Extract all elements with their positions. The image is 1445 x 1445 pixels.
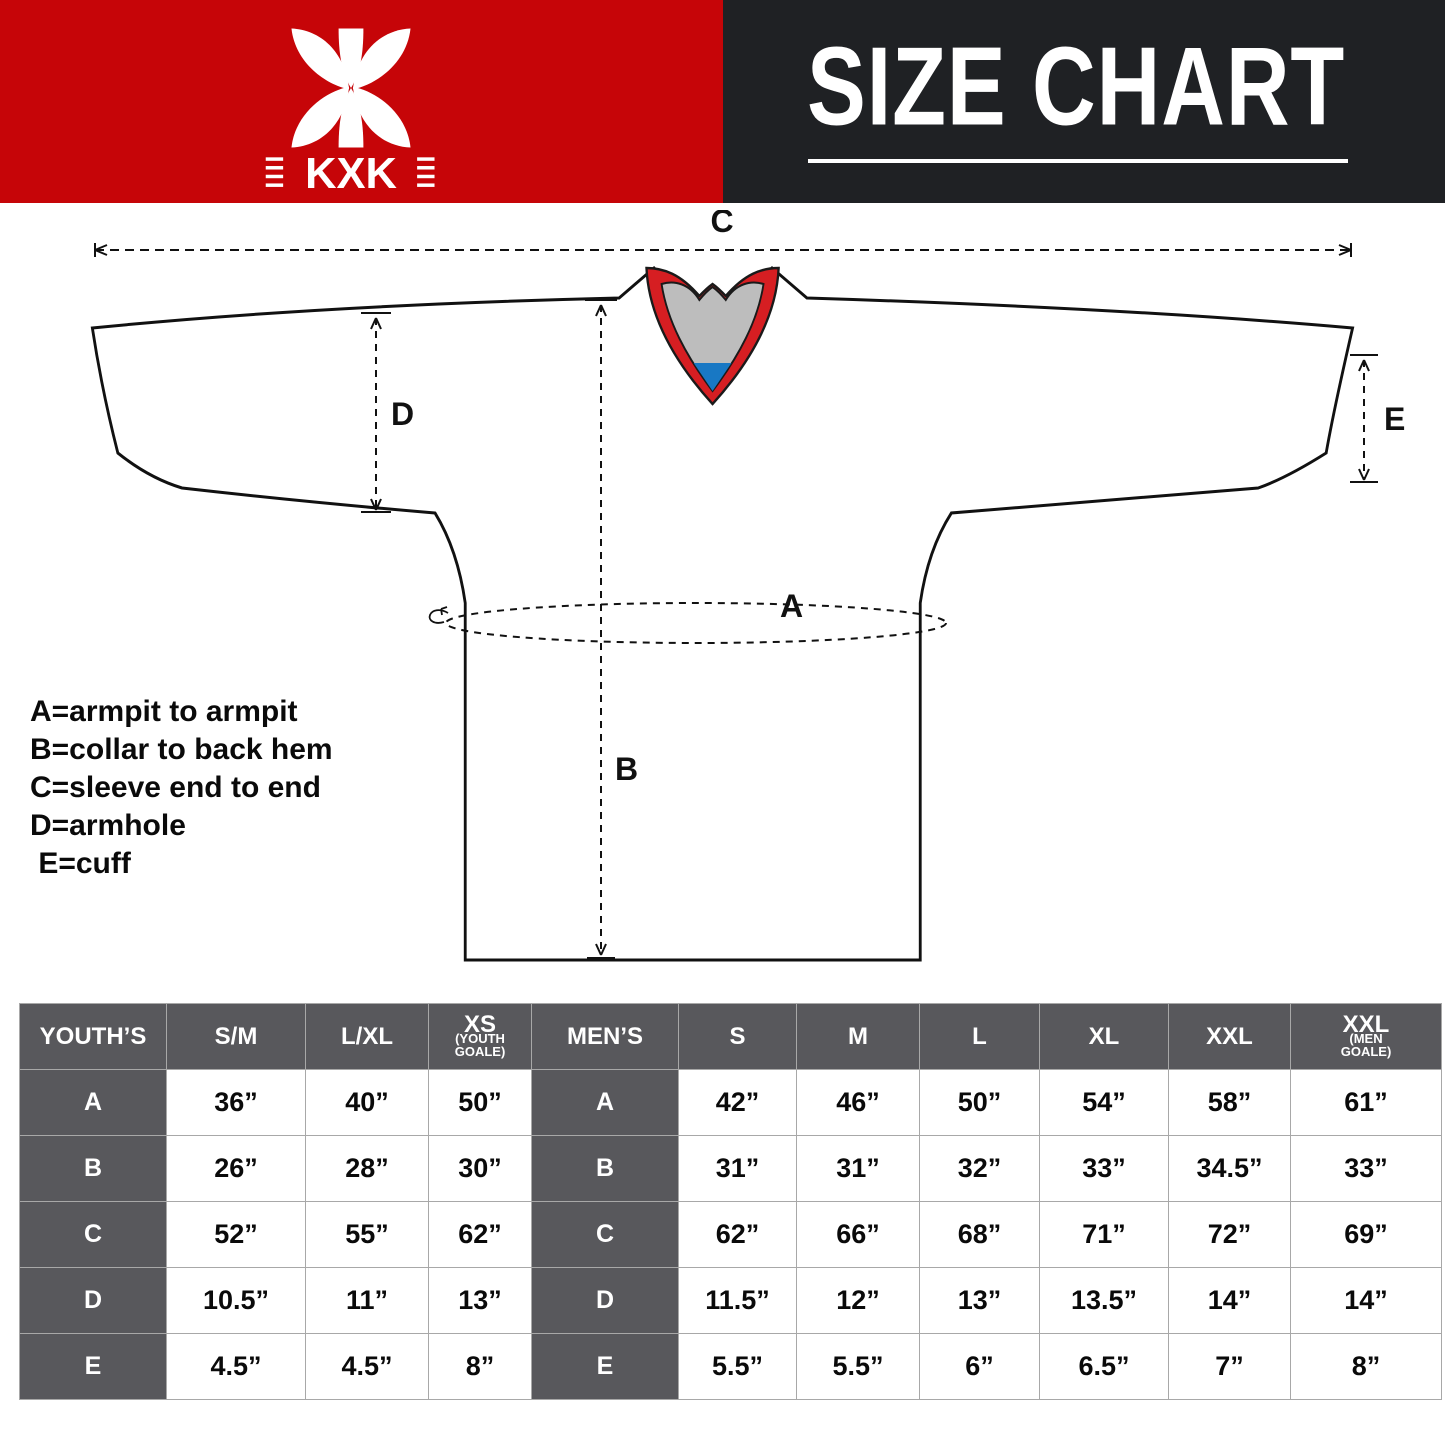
- svg-text:A: A: [780, 588, 803, 624]
- svg-text:D: D: [391, 396, 414, 432]
- svg-text:B: B: [615, 751, 638, 787]
- svg-text:C: C: [710, 210, 733, 239]
- svg-text:E: E: [1384, 401, 1405, 437]
- svg-text:KXK: KXK: [305, 151, 397, 195]
